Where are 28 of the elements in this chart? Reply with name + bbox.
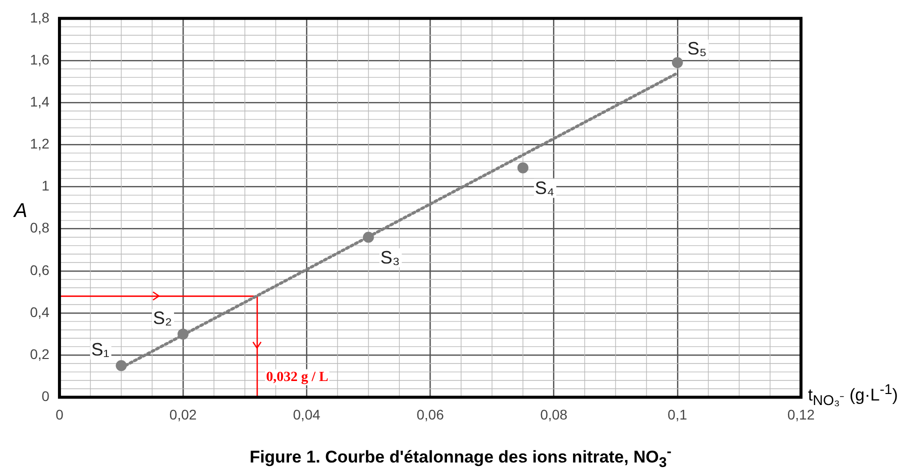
- y-tick-label: 0,2: [30, 346, 50, 362]
- x-tick-label: 0,06: [416, 406, 444, 422]
- y-tick-label: 1,8: [30, 9, 50, 26]
- data-label: S₃: [380, 247, 400, 268]
- x-tick-label: 0,1: [668, 406, 688, 422]
- x-tick-label: 0,08: [540, 406, 568, 422]
- y-tick-label: 0: [42, 388, 50, 404]
- data-label: S₅: [687, 38, 707, 59]
- data-label: S₄: [534, 178, 554, 198]
- point: [362, 232, 374, 243]
- y-tick-label: 1,6: [30, 51, 50, 68]
- y-tick-label: 1,4: [30, 93, 50, 110]
- x-tick-label: 0,02: [169, 406, 197, 422]
- x-tick-label: 0: [56, 406, 64, 422]
- point: [178, 328, 189, 340]
- point: [517, 162, 528, 174]
- y-axis-title: A: [14, 200, 28, 223]
- annotation: 0,032 g / L: [266, 370, 328, 385]
- data-label: S₁: [91, 340, 110, 360]
- point: [116, 360, 127, 372]
- x-tick-label: 0,04: [293, 406, 320, 422]
- point: [672, 57, 683, 68]
- y-tick-label: 1: [42, 178, 50, 194]
- y-tick-label: 1,2: [30, 136, 50, 152]
- y-tick-label: 0,8: [30, 220, 50, 236]
- y-tick-label: 0,6: [30, 262, 50, 278]
- y-tick-label: 0,4: [30, 304, 50, 320]
- data-label: S₂: [153, 308, 172, 328]
